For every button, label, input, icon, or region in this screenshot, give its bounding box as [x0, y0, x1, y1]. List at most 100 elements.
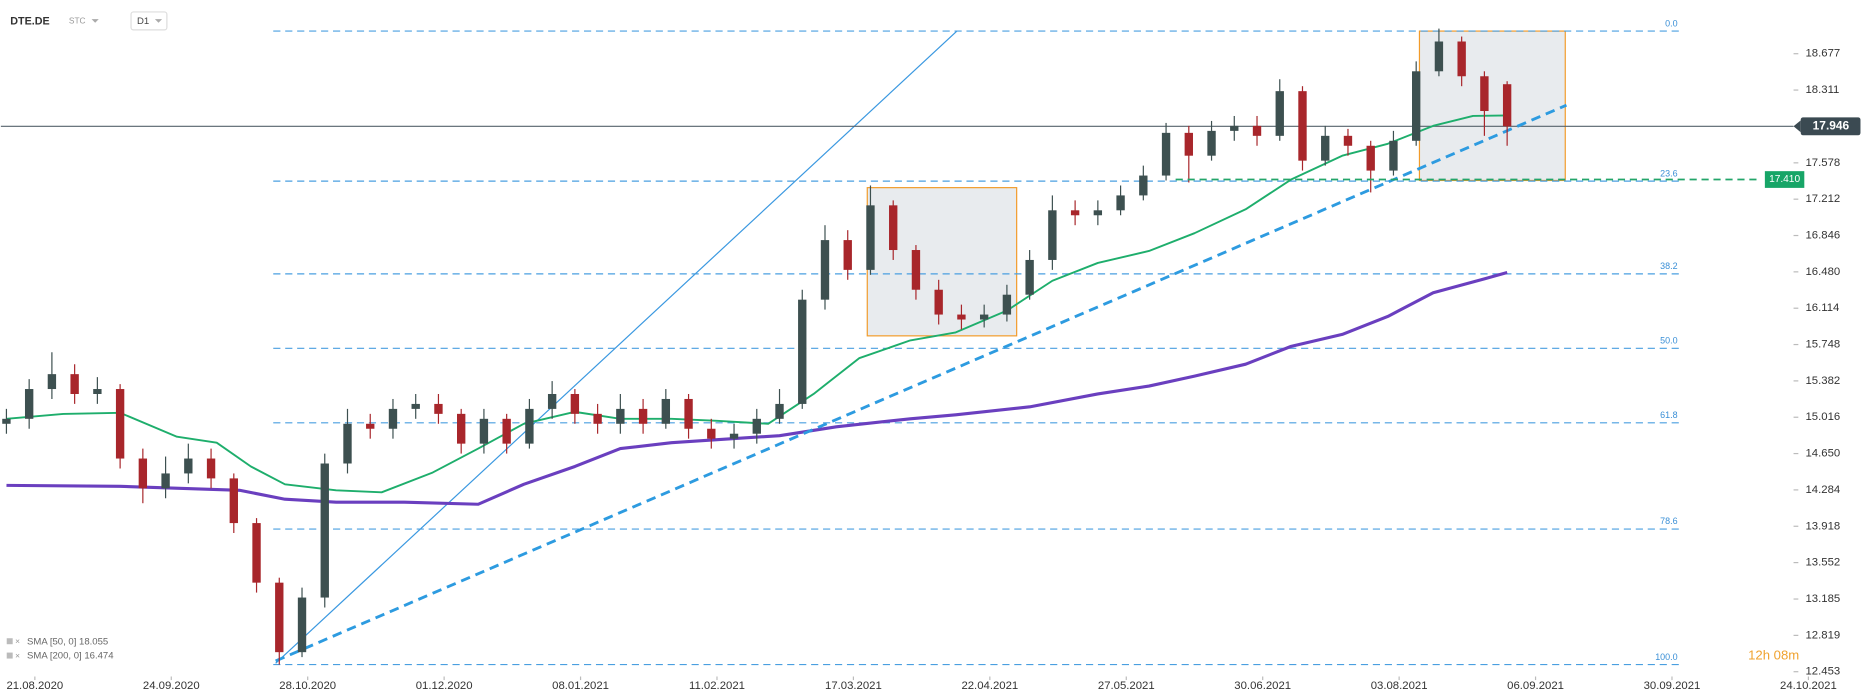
y-tick-label: 17.578: [1806, 157, 1841, 169]
drawings: [275, 30, 1566, 664]
box-drawing: [1418, 30, 1566, 182]
y-tick-label: 14.284: [1806, 484, 1841, 496]
y-tick-label: 14.650: [1806, 448, 1841, 460]
market: STC: [69, 16, 86, 26]
candle-body: [320, 463, 329, 598]
candle-body: [411, 403, 420, 409]
legend-entry: SMA [200, 0] 16.474: [27, 651, 114, 662]
sma-line: [6, 271, 1508, 506]
symbol[interactable]: DTE.DE: [10, 15, 49, 27]
trend-line-dashed: [275, 103, 1568, 663]
candle-body: [184, 458, 193, 474]
x-tick-label: 03.08.2021: [1371, 680, 1428, 692]
candle-body: [115, 389, 125, 459]
candle-body: [343, 423, 352, 464]
candle-body: [1207, 130, 1216, 156]
candle-body: [525, 408, 534, 444]
level-label: 17.410: [1769, 174, 1800, 185]
candle-body: [979, 314, 989, 320]
candle-body: [1321, 135, 1330, 161]
candle-body: [70, 374, 79, 394]
candle-body: [93, 389, 102, 394]
overlay: 12.453 12.819 13.185 13.552 13.918 14.284 14.6…: [6, 48, 1861, 692]
y-tick-label: 18.677: [1806, 48, 1841, 60]
candle-body: [1343, 135, 1353, 146]
legend-icon: [6, 652, 13, 659]
candle-body: [1275, 91, 1284, 136]
candle-body: [1252, 125, 1262, 136]
x-tick-label: 24.10.2021: [1780, 680, 1837, 692]
candle-body: [1184, 132, 1193, 156]
candle-body: [47, 374, 57, 390]
candle-body: [1161, 132, 1171, 176]
x-tick-label: 28.10.2020: [279, 680, 336, 692]
candle-body: [388, 408, 398, 429]
candle-body: [1116, 195, 1125, 211]
candle-body: [798, 299, 807, 404]
candle-body: [502, 418, 511, 444]
dropdown-icon[interactable]: [91, 19, 99, 23]
timer: 12h 08m: [1748, 648, 1799, 663]
candle-body: [957, 314, 966, 320]
y-tick-label: 15.382: [1806, 375, 1841, 387]
candle-body: [866, 205, 875, 270]
fib-label: 0.0: [1665, 18, 1677, 28]
candle-body: [479, 418, 489, 444]
x-tick-label: 30.06.2021: [1234, 680, 1291, 692]
last-price-label: 17.946: [1813, 118, 1850, 132]
candle-body: [1070, 210, 1080, 216]
candle-body: [1480, 76, 1489, 112]
candle-body: [1366, 145, 1375, 171]
candle-body: [457, 413, 466, 444]
candle-body: [206, 458, 216, 479]
candle-body: [1025, 259, 1034, 295]
interval[interactable]: D1: [137, 16, 149, 27]
fib-label: 100.0: [1655, 652, 1677, 662]
fib-label: 23.6: [1660, 168, 1677, 178]
candle-body: [911, 250, 921, 290]
y-tick-label: 13.185: [1806, 593, 1841, 605]
candle-body: [616, 408, 625, 424]
trend-line: [275, 30, 958, 664]
x-tick-label: 08.01.2021: [552, 680, 609, 692]
interval-box[interactable]: [130, 11, 168, 31]
legend-close: ×: [15, 636, 20, 646]
legend-entry: SMA [50, 0] 18.055: [27, 636, 108, 647]
y-tick-label: 12.819: [1806, 629, 1841, 641]
candle-body: [161, 473, 170, 489]
sma-line: [6, 114, 1508, 494]
fib-label: 50.0: [1660, 336, 1677, 346]
candle-body: [2, 418, 11, 424]
candle-body: [1093, 210, 1103, 216]
candle-body: [638, 408, 648, 424]
candle-body: [297, 597, 307, 653]
candle-body: [1502, 84, 1512, 127]
y-tick-label: 16.480: [1806, 266, 1841, 278]
x-tick-label: 22.04.2021: [961, 680, 1018, 692]
candle-body: [934, 289, 943, 315]
y-tick-label: 13.552: [1806, 557, 1841, 569]
candle-body: [366, 423, 375, 429]
candle-body: [1139, 175, 1148, 196]
x-tick-label: 27.05.2021: [1098, 680, 1155, 692]
fib-label: 61.8: [1660, 410, 1677, 420]
candle-body: [593, 413, 602, 424]
candle-body: [820, 240, 830, 300]
candle-body: [570, 393, 580, 414]
y-tick-label: 16.846: [1806, 230, 1841, 242]
x-tick-label: 24.09.2020: [143, 680, 200, 692]
last-price-pointer: [1793, 120, 1801, 133]
y-tick-label: 12.453: [1806, 666, 1841, 678]
candle-body: [138, 458, 148, 489]
legend-close: ×: [15, 650, 20, 660]
x-tick-label: 11.02.2021: [689, 680, 745, 692]
last-price-box: [1800, 117, 1861, 136]
candle-body: [661, 398, 671, 424]
dropdown-icon[interactable]: [154, 19, 163, 23]
y-tick-label: 15.016: [1806, 411, 1841, 423]
plot-area: 0.0 23.6 38.2 50.0 61.8 78.6 100.0: [0, 18, 1794, 666]
y-tick-label: 13.918: [1806, 520, 1841, 532]
candle-body: [1002, 294, 1012, 315]
candle-body: [275, 582, 284, 653]
